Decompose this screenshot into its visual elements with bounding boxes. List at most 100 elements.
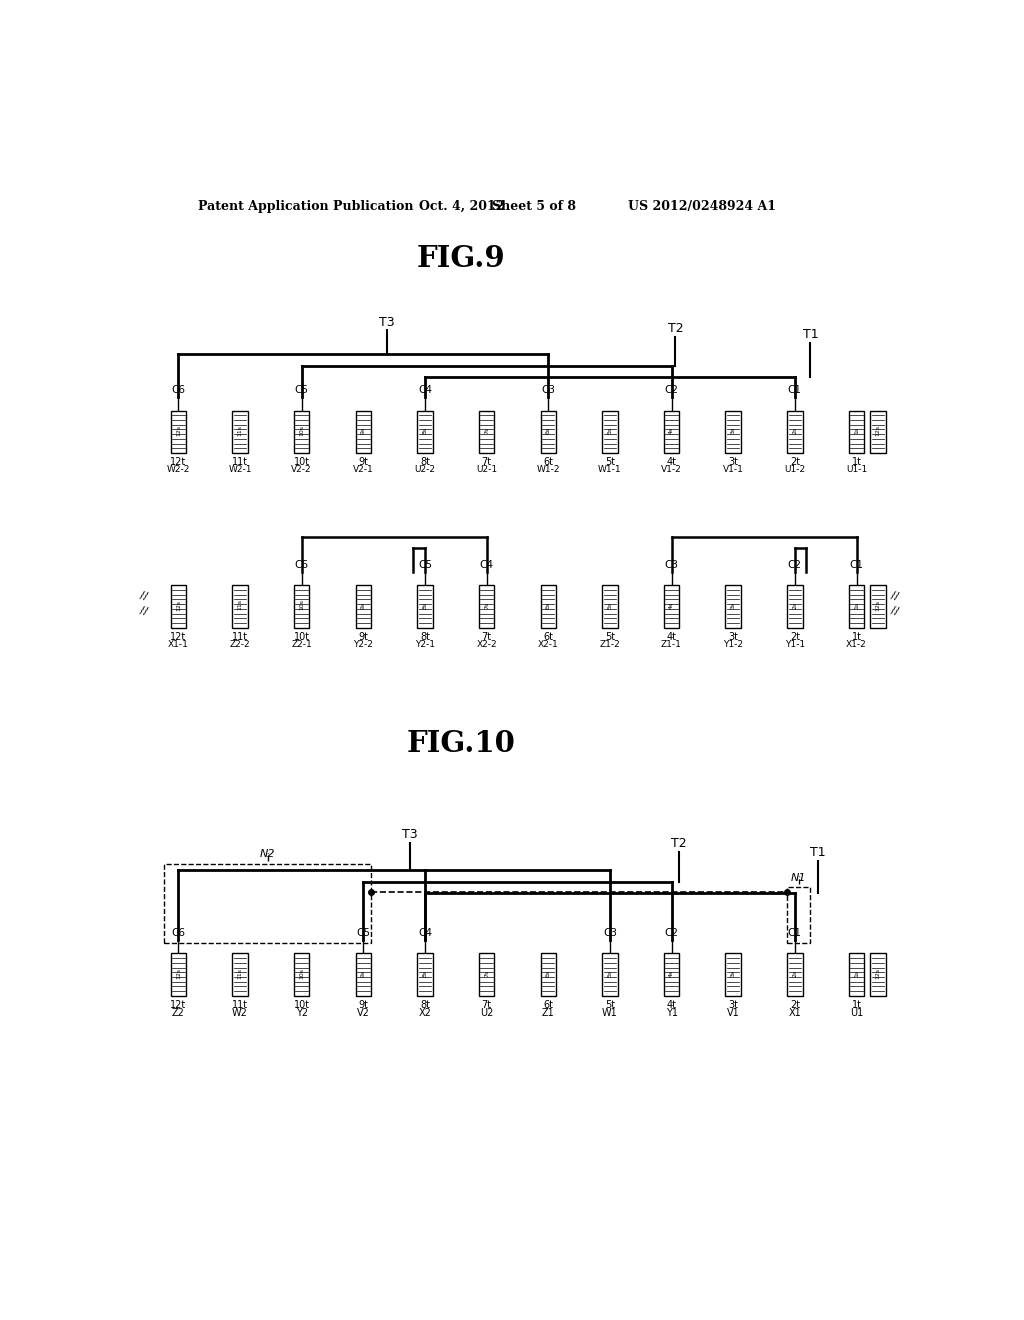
Text: 11t: 11t [232,457,248,467]
Text: 4t: 4t [667,457,677,467]
Text: 4t: 4t [667,999,677,1010]
Text: C3: C3 [542,385,555,395]
Text: 11s: 11s [238,968,243,978]
Text: 2t: 2t [790,457,800,467]
Bar [232,953,248,995]
Text: T3: T3 [379,315,394,329]
Bar [787,887,810,944]
Text: U1: U1 [850,1008,863,1018]
Text: U1-1: U1-1 [846,465,867,474]
Text: X1-1: X1-1 [168,640,188,649]
Text: 6t: 6t [544,631,553,642]
Text: 8s: 8s [423,969,427,977]
Text: FIG.9: FIG.9 [417,244,506,273]
Text: C1: C1 [787,928,802,939]
Text: 8s: 8s [423,426,427,434]
Text: C6: C6 [171,385,185,395]
Text: U2-1: U2-1 [476,465,498,474]
Text: Y2-2: Y2-2 [353,640,374,649]
Text: C2: C2 [787,560,802,570]
Text: Y1: Y1 [666,1008,678,1018]
Text: Y2-1: Y2-1 [415,640,435,649]
Text: 12t: 12t [170,457,186,467]
Text: Z1: Z1 [542,1008,555,1018]
Text: W1-1: W1-1 [598,465,622,474]
Text: 9s: 9s [360,969,366,977]
Text: //: // [138,590,148,602]
Text: Y1-1: Y1-1 [784,640,805,649]
Text: 11t: 11t [232,631,248,642]
Text: N2: N2 [260,850,275,859]
Text: N1: N1 [791,873,807,883]
Bar [664,411,679,453]
Text: 9t: 9t [358,457,369,467]
Bar [355,411,371,453]
Text: //: // [138,606,148,616]
Text: 8s: 8s [423,602,427,609]
Text: X1: X1 [788,1008,801,1018]
Text: V1: V1 [727,1008,739,1018]
Text: 11s: 11s [238,425,243,436]
Text: V2-2: V2-2 [292,465,312,474]
Text: 12s: 12s [176,425,181,436]
Text: 3s: 3s [731,602,735,609]
Bar [355,953,371,995]
Text: 11t: 11t [232,999,248,1010]
Text: W1-2: W1-2 [537,465,560,474]
Bar [479,411,495,453]
Text: 1t: 1t [852,631,861,642]
Text: C1: C1 [850,560,863,570]
Text: 5t: 5t [605,999,615,1010]
Text: T3: T3 [401,828,418,841]
Bar [725,953,741,995]
Bar [355,585,371,628]
Bar [849,411,864,453]
Text: 7t: 7t [481,999,492,1010]
Bar [417,411,433,453]
Text: 4t: 4t [667,631,677,642]
Text: T2: T2 [672,837,687,850]
Text: V1-1: V1-1 [723,465,743,474]
Text: Sheet 5 of 8: Sheet 5 of 8 [493,199,577,213]
Text: 12s: 12s [876,425,881,436]
Bar [870,953,886,995]
Bar [787,411,803,453]
Bar [417,953,433,995]
Text: Z1-1: Z1-1 [662,640,682,649]
Text: Z2: Z2 [172,1008,184,1018]
Text: 4s: 4s [669,969,674,977]
Text: //: // [890,590,900,602]
Text: 2t: 2t [790,999,800,1010]
Text: US 2012/0248924 A1: US 2012/0248924 A1 [628,199,776,213]
Text: 8t: 8t [420,999,430,1010]
Text: FIG.10: FIG.10 [407,729,516,758]
Text: C5: C5 [418,560,432,570]
Bar [602,585,617,628]
Text: Z2-1: Z2-1 [291,640,312,649]
Text: 3s: 3s [731,426,735,434]
Bar [541,953,556,995]
Text: 10s: 10s [299,599,304,610]
Text: //: // [890,606,900,616]
Text: 7s: 7s [484,602,489,609]
Bar [664,953,679,995]
Text: 4s: 4s [669,426,674,434]
Text: C3: C3 [603,928,616,939]
Text: W2-2: W2-2 [167,465,190,474]
Bar [294,411,309,453]
Text: 6s: 6s [546,426,551,434]
Text: Patent Application Publication: Patent Application Publication [198,199,414,213]
Text: C1: C1 [787,385,802,395]
Bar [725,411,741,453]
Bar [870,585,886,628]
Text: C3: C3 [665,560,679,570]
Text: 10t: 10t [294,999,309,1010]
Text: T1: T1 [810,846,826,859]
Text: 8t: 8t [420,457,430,467]
Bar [417,585,433,628]
Text: X2: X2 [419,1008,431,1018]
Text: 9s: 9s [360,426,366,434]
Text: 6t: 6t [544,999,553,1010]
Bar [725,585,741,628]
Bar [664,585,679,628]
